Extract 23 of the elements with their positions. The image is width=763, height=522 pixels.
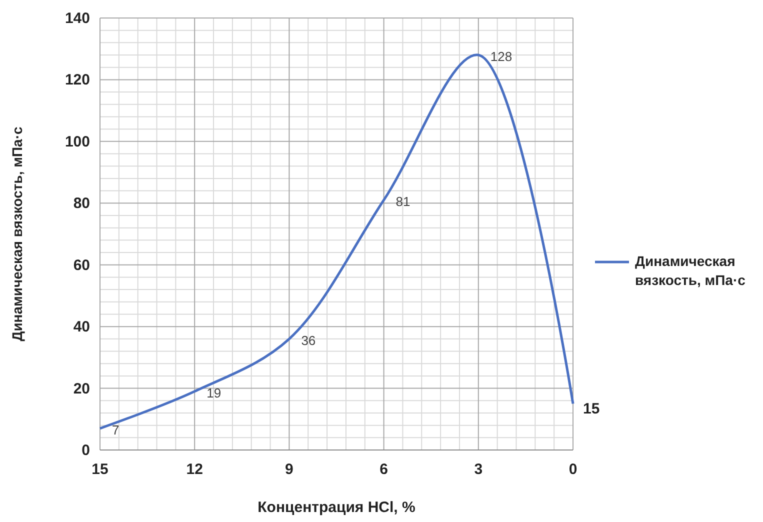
data-label: 19 [206,385,222,400]
x-tick-label: 9 [285,461,294,478]
y-tick-label: 120 [64,72,90,89]
y-tick-label: 20 [73,380,90,398]
data-label: 128 [490,49,512,64]
y-tick-label: 140 [64,10,90,27]
x-tick-label: 15 [92,461,108,478]
y-tick-label: 40 [73,318,90,336]
legend-label: Динамическая вязкость, мПа·с [635,253,746,288]
x-axis-title: Концентрация HCl, % [258,499,416,516]
y-tick-label: 80 [73,195,90,212]
data-label: 15 [583,400,600,418]
y-tick-label: 60 [73,256,90,274]
x-tick-label: 3 [474,461,483,478]
x-tick-label: 0 [568,461,578,478]
x-tick-label: 6 [380,461,388,478]
data-label: 81 [396,194,410,210]
y-axis-title: Динамическая вязкость, мПа·с [9,126,25,342]
data-label: 36 [301,332,316,348]
y-tick-label: 100 [64,133,90,150]
y-tick-label: 0 [82,442,90,459]
data-label: 7 [112,422,120,438]
x-tick-label: 12 [186,461,203,478]
